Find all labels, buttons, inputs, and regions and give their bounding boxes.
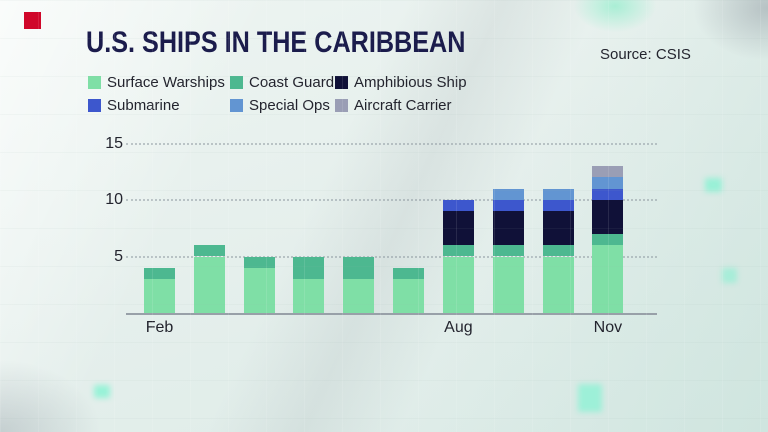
legend-swatch [88,76,101,89]
bar-segment-surface-warships [492,256,524,313]
x-axis-tick-label: Aug [444,319,473,336]
x-axis-tick-label: Nov [593,319,623,336]
legend-label: Amphibious Ship [354,74,467,91]
background-glow-square [578,384,602,412]
bar-segment-surface-warships [243,267,275,313]
gridline [126,255,657,258]
bar-segment-special-ops [542,188,574,200]
background-glow-square [705,178,722,192]
brand-red-square [24,12,41,29]
background-glow-square [94,385,110,398]
legend-swatch [88,99,101,112]
bar-segment-surface-warships [393,279,425,313]
legend-swatch [335,99,348,112]
bar-segment-amphibious-ship [542,211,574,246]
bar-segment-submarine [592,188,624,200]
bar-segment-coast-guard [343,256,375,280]
legend-label: Coast Guard [249,74,335,91]
bar-segment-amphibious-ship [492,211,524,246]
bar-segment-surface-warships [343,279,375,313]
bar-segment-surface-warships [193,256,225,313]
bar-segment-coast-guard [492,245,524,257]
legend-label: Surface Warships [107,74,225,91]
legend-swatch [230,76,243,89]
background-glow-square [722,268,737,283]
legend-label: Special Ops [249,97,330,114]
bar-segment-surface-warships [542,256,574,313]
bar-segment-submarine [442,200,474,212]
bar-segment-submarine [542,200,574,212]
bar-segment-coast-guard [293,256,325,280]
bar-segment-coast-guard [393,267,425,280]
bar-segment-coast-guard [144,267,175,280]
bar-segment-surface-warships [442,256,474,313]
bar-segment-special-ops [592,177,624,189]
y-axis-tick-label: 10 [105,191,123,208]
legend-swatch [335,76,348,89]
y-axis-tick-label: 15 [105,134,123,152]
bar-segment-coast-guard [243,256,275,268]
legend-swatch [230,99,243,112]
bar-segment-surface-warships [293,279,325,313]
bar-segment-aircraft-carrier [592,166,624,178]
y-axis-tick-label: 5 [114,247,123,265]
bar-segment-surface-warships [592,245,624,313]
bar-segment-coast-guard [442,245,474,257]
bar-segment-surface-warships [144,279,175,313]
legend-label: Submarine [107,97,180,114]
gridline [126,199,657,201]
bar-segment-submarine [492,200,524,212]
legend-label: Aircraft Carrier [354,97,452,114]
gridline [126,142,657,145]
bar-segment-amphibious-ship [592,200,624,234]
chart-title: U.S. SHIPS IN THE CARIBBEAN [86,26,466,59]
bar-segment-amphibious-ship [442,211,474,246]
source-attribution: Source: CSIS [600,46,691,63]
bar-segment-coast-guard [193,245,225,257]
x-axis-tick-label: Feb [145,319,174,336]
bar-segment-coast-guard [542,245,574,257]
x-axis-line [126,313,657,315]
bar-segment-special-ops [492,188,524,200]
bar-segment-coast-guard [592,233,624,246]
